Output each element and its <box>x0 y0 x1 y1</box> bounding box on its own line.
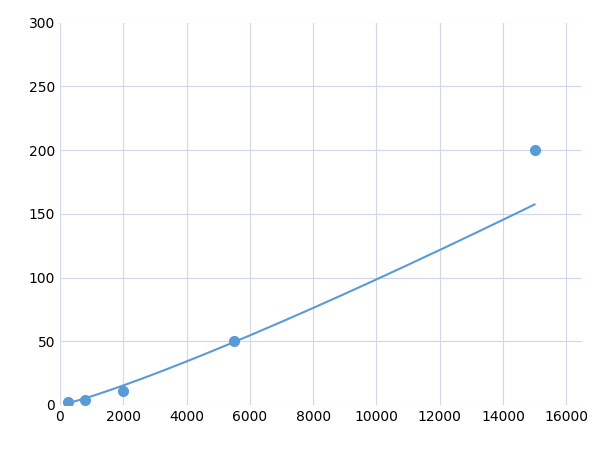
Point <box>530 146 539 153</box>
Point <box>229 338 239 345</box>
Point <box>80 396 90 404</box>
Point <box>63 399 73 406</box>
Point <box>118 387 128 395</box>
